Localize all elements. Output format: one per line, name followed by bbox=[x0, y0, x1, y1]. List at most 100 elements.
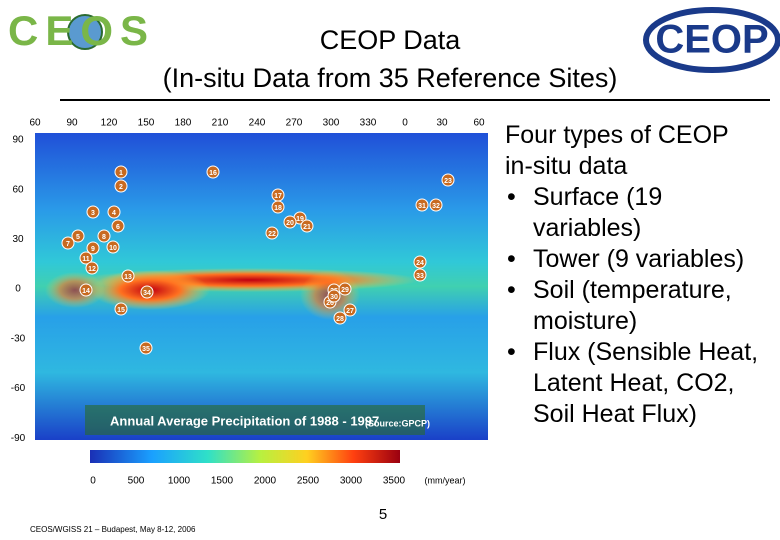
longitude-label: 270 bbox=[286, 118, 303, 129]
site-marker bbox=[429, 198, 443, 212]
site-marker bbox=[114, 165, 128, 179]
title: CEOP Data bbox=[320, 25, 462, 55]
map-source: (Source:GPCP) bbox=[365, 418, 430, 428]
site-marker bbox=[111, 219, 125, 233]
site-label: 12 bbox=[88, 266, 96, 273]
site-label: 27 bbox=[346, 308, 354, 315]
site-label: 16 bbox=[209, 170, 217, 177]
site-marker bbox=[79, 251, 93, 265]
site-label: 20 bbox=[286, 220, 294, 227]
latitude-label: 90 bbox=[12, 135, 24, 146]
site-label: 15 bbox=[117, 307, 125, 314]
site-label: 34 bbox=[143, 290, 151, 297]
site-label: 4 bbox=[112, 210, 116, 217]
site-label: 26 bbox=[326, 300, 334, 307]
site-label: 21 bbox=[303, 224, 311, 231]
site-label: 22 bbox=[268, 231, 276, 238]
bullet-list: Surface (19 variables)Tower (9 variables… bbox=[505, 182, 777, 430]
latitude-label: -60 bbox=[11, 383, 26, 394]
latitude-label: 30 bbox=[12, 234, 24, 245]
site-label: 28 bbox=[336, 316, 344, 323]
site-label: 35 bbox=[142, 346, 150, 353]
site-marker bbox=[265, 226, 279, 240]
site-marker bbox=[107, 205, 121, 219]
subtitle: (In-situ Data from 35 Reference Sites) bbox=[163, 63, 618, 93]
caption-bg bbox=[85, 405, 425, 435]
longitude-label: 60 bbox=[29, 118, 41, 129]
bullet: Surface (19 variables) bbox=[507, 182, 777, 244]
site-marker bbox=[140, 285, 154, 299]
site-marker bbox=[71, 229, 85, 243]
longitude-label: 150 bbox=[138, 118, 155, 129]
logo-text: CEOP bbox=[655, 18, 768, 62]
site-label: 5 bbox=[76, 234, 80, 241]
site-marker bbox=[79, 283, 93, 297]
bullet: Flux (Sensible Heat, Latent Heat, CO2, S… bbox=[507, 337, 777, 430]
colorbar-unit: (mm/year) bbox=[425, 475, 466, 485]
longitude-label: 30 bbox=[436, 118, 448, 129]
site-marker bbox=[114, 302, 128, 316]
site-marker bbox=[61, 236, 75, 250]
longitude-label: 240 bbox=[249, 118, 266, 129]
bullet: Tower (9 variables) bbox=[507, 244, 777, 275]
site-label: 9 bbox=[91, 246, 95, 253]
site-marker bbox=[139, 341, 153, 355]
site-marker bbox=[415, 198, 429, 212]
site-label: 23 bbox=[444, 178, 452, 185]
colorbar-label: 500 bbox=[128, 476, 145, 487]
colorbar-label: 1000 bbox=[168, 476, 191, 487]
colorbar-label: 2500 bbox=[297, 476, 320, 487]
site-marker bbox=[86, 205, 100, 219]
site-label: 1 bbox=[119, 170, 123, 177]
site-label: 6 bbox=[116, 224, 120, 231]
site-label: 17 bbox=[274, 193, 282, 200]
site-marker bbox=[300, 219, 314, 233]
site-marker bbox=[85, 261, 99, 275]
longitude-label: 90 bbox=[66, 118, 78, 129]
site-marker bbox=[338, 282, 352, 296]
site-label: 30 bbox=[330, 294, 338, 301]
site-label: 10 bbox=[109, 245, 117, 252]
footer-note: CEOS/WGISS 21 – Budapest, May 8-12, 2006 bbox=[30, 525, 196, 534]
map-caption: Annual Average Precipitation of 1988 - 1… bbox=[110, 413, 379, 428]
site-marker bbox=[106, 240, 120, 254]
site-label: 33 bbox=[416, 273, 424, 280]
colorbar-label: 3000 bbox=[340, 476, 363, 487]
site-marker bbox=[114, 179, 128, 193]
site-marker bbox=[121, 269, 135, 283]
text-block: Four types of CEOP in-situ data Surface … bbox=[505, 120, 777, 430]
site-label: 29 bbox=[341, 287, 349, 294]
site-marker bbox=[206, 165, 220, 179]
bullet: Soil (temperature, moisture) bbox=[507, 275, 777, 337]
site-marker bbox=[333, 311, 347, 325]
colorbar-label: 2000 bbox=[254, 476, 277, 487]
site-label: 19 bbox=[296, 216, 304, 223]
map: Annual Average Precipitation of 1988 - 1… bbox=[35, 133, 488, 485]
site-marker bbox=[86, 241, 100, 255]
africa bbox=[45, 272, 105, 308]
site-label: 2 bbox=[119, 184, 123, 191]
logo-ceop: CEOP bbox=[643, 7, 780, 73]
longitude-label: 0 bbox=[402, 118, 408, 129]
site-label: 13 bbox=[124, 274, 132, 281]
colorbar-label: 1500 bbox=[211, 476, 234, 487]
colorbar-label: 0 bbox=[90, 476, 96, 487]
latitude-label: -90 bbox=[11, 433, 26, 444]
colorbar-label: 3500 bbox=[383, 476, 406, 487]
site-label: 7 bbox=[66, 241, 70, 248]
longitude-label: 60 bbox=[473, 118, 485, 129]
site-label: 11 bbox=[82, 256, 90, 263]
site-label: 8 bbox=[102, 234, 106, 241]
longitude-label: 210 bbox=[212, 118, 229, 129]
site-label: 31 bbox=[418, 203, 426, 210]
site-label: 32 bbox=[432, 203, 440, 210]
page-number: 5 bbox=[379, 506, 387, 523]
site-label: 24 bbox=[416, 260, 424, 267]
longitude-label: 330 bbox=[360, 118, 377, 129]
site-marker bbox=[441, 173, 455, 187]
site-label: 3 bbox=[91, 210, 95, 217]
colorbar bbox=[90, 450, 400, 463]
site-marker bbox=[283, 215, 297, 229]
